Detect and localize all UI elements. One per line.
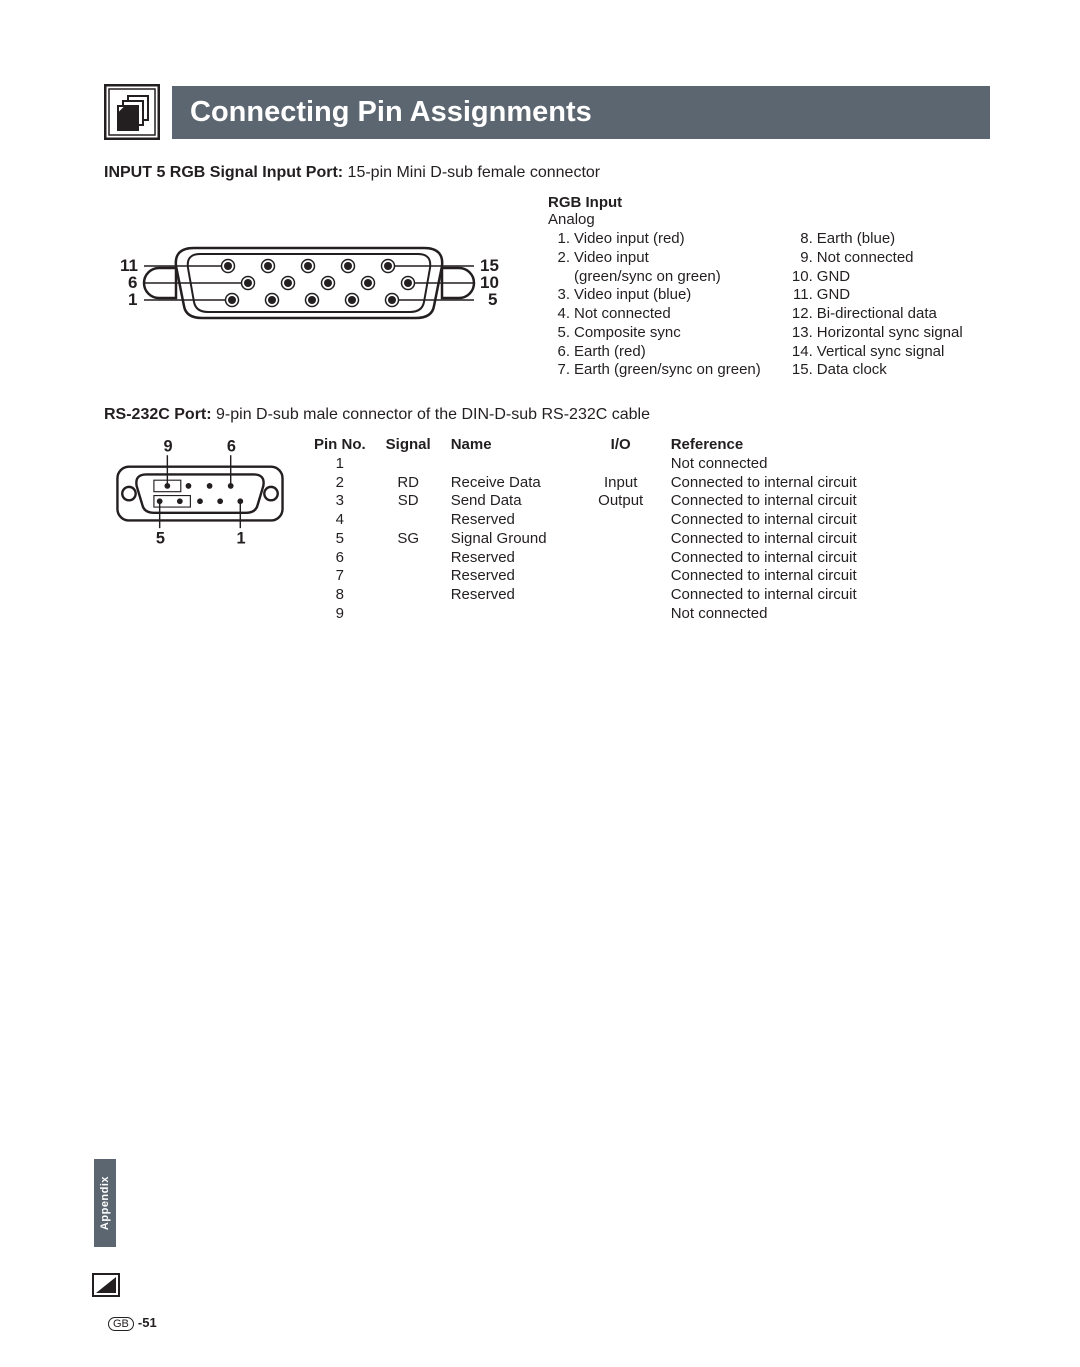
table-row: 3SDSend DataOutputConnected to internal … (314, 492, 877, 511)
rgb-pin-item: 1.Video input (red) (548, 230, 761, 249)
rgb-pin-item: 10.GND (791, 268, 963, 287)
rgb-right-list: 8.Earth (blue)9.Not connected10.GND11.GN… (791, 230, 963, 380)
table-row: 5SGSignal GroundConnected to internal ci… (314, 530, 877, 549)
rgb-input-sub: Analog (548, 211, 963, 228)
db9-label-6: 6 (227, 437, 236, 455)
table-row: 7ReservedConnected to internal circuit (314, 567, 877, 586)
rgb-pin-item: 2.Video input (548, 249, 761, 268)
input5-row: 11 6 1 15 10 5 RGB Input Analog 1.Video … (104, 194, 990, 380)
page-stack-icon (104, 84, 160, 140)
table-row: 6ReservedConnected to internal circuit (314, 549, 877, 568)
rs232-heading: RS-232C Port: 9-pin D-sub male connector… (104, 406, 990, 424)
input5-heading-rest: 15-pin Mini D-sub female connector (343, 164, 600, 181)
footer-gb: GB (108, 1317, 134, 1331)
table-row: 9Not connected (314, 605, 877, 624)
footer-page: GB -51 (108, 1315, 157, 1331)
rgb-input-head: RGB Input (548, 194, 963, 211)
corner-triangle-icon (92, 1273, 120, 1297)
db9-label-5: 5 (156, 530, 165, 548)
db15-diagram: 11 6 1 15 10 5 (104, 194, 514, 380)
col-signal: Signal (386, 436, 451, 455)
page: Connecting Pin Assignments INPUT 5 RGB S… (0, 0, 1080, 624)
db15-label-1: 1 (128, 290, 137, 309)
rs232-heading-bold: RS-232C Port: (104, 406, 212, 423)
page-title: Connecting Pin Assignments (172, 86, 990, 139)
rgb-pin-item: 9.Not connected (791, 249, 963, 268)
table-row: 2RDReceive DataInputConnected to interna… (314, 474, 877, 493)
input5-heading: INPUT 5 RGB Signal Input Port: 15-pin Mi… (104, 164, 990, 182)
rgb-pin-item: 4.Not connected (548, 305, 761, 324)
side-tab: Appendix (94, 1159, 116, 1247)
table-row: 4ReservedConnected to internal circuit (314, 511, 877, 530)
rgb-pin-item: (green/sync on green) (548, 268, 761, 287)
rgb-input-block: RGB Input Analog 1.Video input (red)2.Vi… (548, 194, 963, 380)
col-pin: Pin No. (314, 436, 386, 455)
rgb-pin-item: 6.Earth (red) (548, 343, 761, 362)
db9-label-9: 9 (164, 437, 173, 455)
rs232-table: Pin No. Signal Name I/O Reference 1Not c… (314, 436, 877, 624)
rgb-pin-item: 15.Data clock (791, 361, 963, 380)
rgb-pin-item: 14.Vertical sync signal (791, 343, 963, 362)
rgb-pin-item: 8.Earth (blue) (791, 230, 963, 249)
db15-label-5: 5 (488, 290, 497, 309)
db9-label-1: 1 (236, 530, 245, 548)
side-tab-label: Appendix (99, 1176, 111, 1230)
rgb-pin-item: 11.GND (791, 286, 963, 305)
rgb-pin-item: 7.Earth (green/sync on green) (548, 361, 761, 380)
title-bar: Connecting Pin Assignments (104, 84, 990, 140)
rgb-pin-item: 12.Bi-directional data (791, 305, 963, 324)
col-io: I/O (591, 436, 671, 455)
rs232-heading-rest: 9-pin D-sub male connector of the DIN-D-… (212, 406, 650, 423)
rs232-row: 9 6 5 1 (104, 436, 990, 624)
rgb-pin-item: 3.Video input (blue) (548, 286, 761, 305)
rgb-pin-item: 13.Horizontal sync signal (791, 324, 963, 343)
table-row: 8ReservedConnected to internal circuit (314, 586, 877, 605)
input5-heading-bold: INPUT 5 RGB Signal Input Port: (104, 164, 343, 181)
table-row: 1Not connected (314, 455, 877, 474)
rgb-left-list: 1.Video input (red)2.Video input(green/s… (548, 230, 761, 380)
db9-diagram: 9 6 5 1 (104, 436, 296, 556)
footer-num: -51 (138, 1315, 157, 1330)
col-ref: Reference (671, 436, 877, 455)
rgb-pin-item: 5.Composite sync (548, 324, 761, 343)
col-name: Name (451, 436, 591, 455)
